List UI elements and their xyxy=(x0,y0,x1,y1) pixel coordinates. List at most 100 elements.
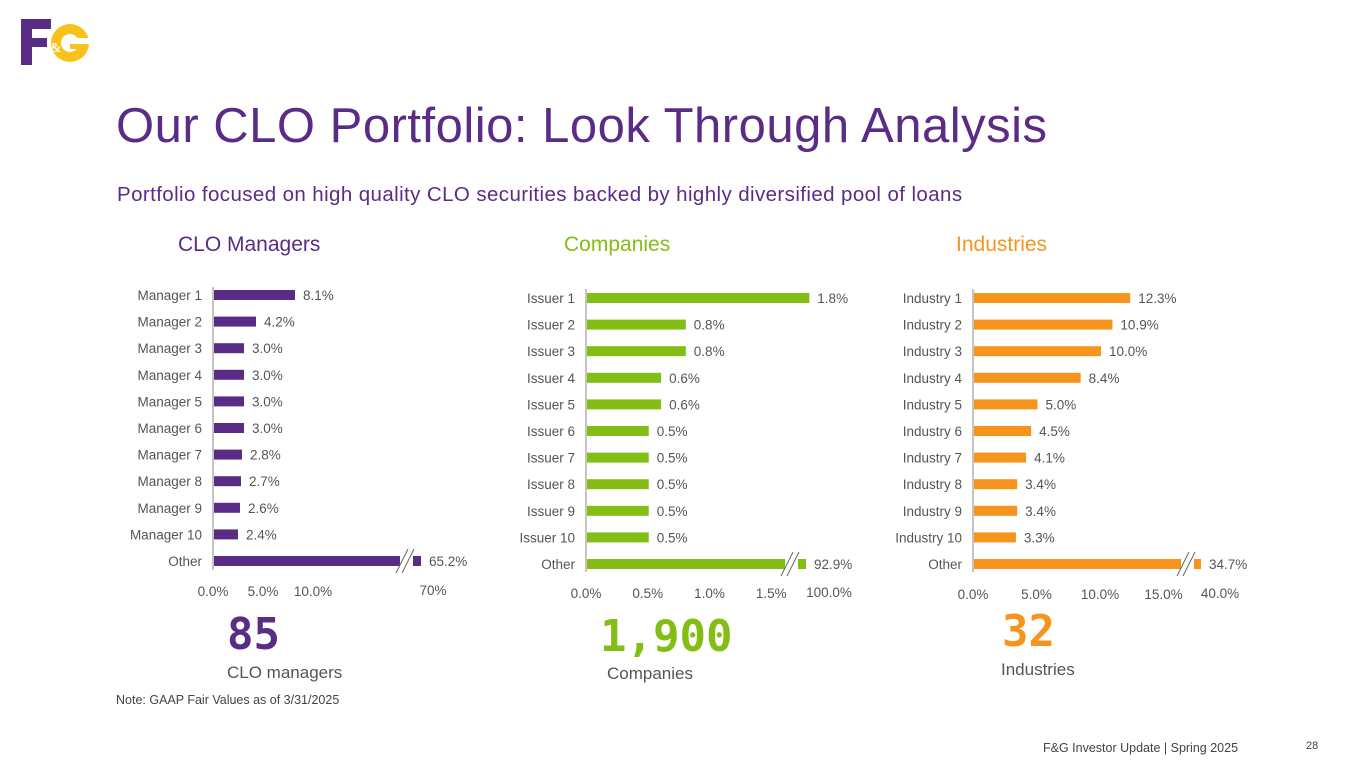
managers-data-label: 8.1% xyxy=(303,288,334,303)
companies-data-label: 0.6% xyxy=(669,397,700,412)
managers-category-label: Manager 4 xyxy=(137,368,202,383)
industries-count: 32 xyxy=(1002,606,1055,657)
companies-category-label: Issuer 10 xyxy=(519,530,575,545)
industries-data-label: 4.1% xyxy=(1034,451,1065,466)
industries-bar xyxy=(974,452,1027,463)
industries-category-label: Industry 7 xyxy=(903,451,962,466)
companies-bar xyxy=(587,532,649,543)
industries-data-label: 3.4% xyxy=(1025,504,1056,519)
managers-category-label: Manager 6 xyxy=(137,421,202,436)
industries-category-label: Industry 1 xyxy=(903,291,962,306)
managers-category-label: Manager 2 xyxy=(137,315,202,330)
companies-bar xyxy=(587,559,806,569)
industries-category-label: Industry 5 xyxy=(903,397,962,412)
industries-category-label: Other xyxy=(928,557,962,572)
companies-axis-break-mark xyxy=(780,550,800,578)
companies-data-label: 0.6% xyxy=(669,371,700,386)
industries-category-label: Industry 2 xyxy=(903,318,962,333)
companies-category-label: Issuer 9 xyxy=(527,504,575,519)
managers-category-label: Manager 1 xyxy=(137,288,202,303)
managers-bar xyxy=(214,369,244,380)
page-number: 28 xyxy=(1306,740,1319,752)
industries-data-label: 3.4% xyxy=(1025,477,1056,492)
logo-ampersand: & xyxy=(50,40,61,55)
industries-data-label: 3.3% xyxy=(1024,530,1055,545)
managers-bar xyxy=(214,316,256,327)
managers-data-label: 2.8% xyxy=(250,448,281,463)
companies-bar xyxy=(587,399,662,410)
managers-count: 85 xyxy=(227,609,280,660)
industries-data-label: 5.0% xyxy=(1046,397,1077,412)
managers-axis-break-mark xyxy=(395,547,415,575)
managers-data-label: 3.0% xyxy=(252,368,283,383)
companies-data-label: 0.5% xyxy=(657,504,688,519)
managers-tick-label: 0.0% xyxy=(198,584,229,599)
companies-data-label: 0.8% xyxy=(694,318,725,333)
industries-data-label: 4.5% xyxy=(1039,424,1070,439)
industries-data-label: 34.7% xyxy=(1209,557,1247,572)
companies-tick-label: 100.0% xyxy=(806,585,852,600)
companies-axis-break-line xyxy=(786,551,800,577)
industries-category-label: Industry 4 xyxy=(903,371,963,386)
managers-category-label: Manager 8 xyxy=(137,474,202,489)
companies-category-label: Issuer 8 xyxy=(527,477,575,492)
industries-category-label: Industry 8 xyxy=(903,477,962,492)
companies-category-label: Other xyxy=(541,557,575,572)
managers-category-label: Manager 9 xyxy=(137,501,202,516)
companies-category-label: Issuer 2 xyxy=(527,318,575,333)
chart-title-companies: Companies xyxy=(564,233,671,256)
managers-data-label: 2.4% xyxy=(246,527,277,542)
managers-bar xyxy=(214,290,295,300)
page-subtitle: Portfolio focused on high quality CLO se… xyxy=(117,183,963,206)
companies-data-label: 0.5% xyxy=(657,530,688,545)
industries-bar xyxy=(974,319,1113,330)
managers-tick-label: 10.0% xyxy=(294,584,332,599)
industries-count-label: Industries xyxy=(1001,660,1075,679)
managers-data-label: 65.2% xyxy=(429,554,467,569)
managers-bar xyxy=(214,476,241,487)
managers-count-label: CLO managers xyxy=(227,663,343,682)
companies-tick-label: 0.0% xyxy=(571,586,602,601)
chart-title-industries: Industries xyxy=(956,233,1048,256)
industries-axis-break-line xyxy=(1182,551,1196,577)
managers-axis-break-line xyxy=(401,548,415,574)
companies-bar xyxy=(587,505,649,516)
managers-category-label: Other xyxy=(168,554,202,569)
companies-data-label: 0.5% xyxy=(657,424,688,439)
companies-bar xyxy=(587,426,649,436)
industries-axis-break-mark xyxy=(1176,550,1196,578)
industries-category-label: Industry 6 xyxy=(903,424,962,439)
managers-data-label: 2.7% xyxy=(249,474,280,489)
fg-logo: & xyxy=(21,19,90,65)
companies-data-label: 1.8% xyxy=(817,291,848,306)
industries-tick-label: 10.0% xyxy=(1081,587,1119,602)
logo-f-shape xyxy=(21,19,51,65)
industries-category-label: Industry 3 xyxy=(903,344,962,359)
companies-category-label: Issuer 5 xyxy=(527,397,575,412)
companies-category-label: Issuer 4 xyxy=(527,371,576,386)
companies-category-label: Issuer 3 xyxy=(527,344,575,359)
companies-bar xyxy=(587,346,686,357)
companies-data-label: 0.5% xyxy=(657,477,688,492)
companies-category-label: Issuer 6 xyxy=(527,424,575,439)
industries-data-label: 10.9% xyxy=(1120,318,1158,333)
managers-data-label: 4.2% xyxy=(264,315,295,330)
managers-category-label: Manager 3 xyxy=(137,341,202,356)
industries-axis-break-gap xyxy=(1181,550,1194,578)
managers-data-label: 3.0% xyxy=(252,394,283,409)
managers-data-label: 2.6% xyxy=(248,501,279,516)
industries-tick-label: 15.0% xyxy=(1144,587,1182,602)
industries-bar xyxy=(974,399,1038,410)
companies-tick-label: 1.5% xyxy=(756,586,787,601)
industries-axis-break-line xyxy=(1176,551,1190,577)
industries-data-label: 12.3% xyxy=(1138,291,1176,306)
industries-bar xyxy=(974,372,1081,383)
companies-bar xyxy=(587,452,649,463)
managers-bar xyxy=(214,556,421,566)
managers-bar xyxy=(214,449,242,460)
companies-category-label: Issuer 1 xyxy=(527,291,575,306)
companies-count: 1,900 xyxy=(600,611,733,662)
managers-data-label: 3.0% xyxy=(252,341,283,356)
